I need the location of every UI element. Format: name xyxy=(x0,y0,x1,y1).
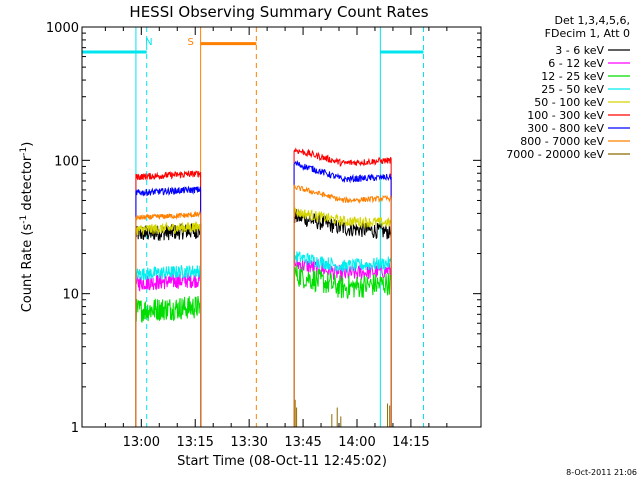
legend-header-line-2: FDecim 1, Att 0 xyxy=(545,27,630,40)
series-line-800-7000keV xyxy=(135,210,202,221)
x-tick-label: 14:00 xyxy=(338,435,375,450)
series-line-12-25keV xyxy=(135,296,202,323)
series-line-50-100keV xyxy=(135,221,202,236)
legend-label: 25 - 50 keV xyxy=(541,83,604,96)
y-axis: 1 10 100 1000 xyxy=(46,21,481,436)
x-axis: 13:00 13:15 13:30 13:45 14:00 14:15 xyxy=(104,27,448,450)
x-tick-label: 13:00 xyxy=(123,435,160,450)
y-tick-label: 1 xyxy=(71,421,79,436)
series-line-800-7000keV xyxy=(293,184,392,204)
series-line-100-300keV xyxy=(135,170,202,181)
x-tick-label: 13:45 xyxy=(284,435,321,450)
chart-title: HESSI Observing Summary Count Rates xyxy=(129,3,428,21)
series-line-6-12keV xyxy=(293,256,392,282)
marker-label-N: N xyxy=(145,37,152,48)
series-line-100-300keV xyxy=(293,147,392,168)
y-axis-label: Count Rate (s-1 detector-1) xyxy=(19,142,35,313)
series-line-25-50keV xyxy=(135,265,202,281)
x-tick-label: 14:15 xyxy=(392,435,429,450)
y-tick-label: 10 xyxy=(62,288,79,303)
series-line-25-50keV xyxy=(293,250,392,273)
legend-label: 800 - 7000 keV xyxy=(520,135,604,148)
legend-label: 50 - 100 keV xyxy=(534,96,604,109)
series-line-300-800keV xyxy=(135,185,202,197)
legend-label: 3 - 6 keV xyxy=(555,44,604,57)
x-tick-label: 13:30 xyxy=(230,435,267,450)
y-tick-label: 100 xyxy=(54,154,79,169)
series-line-12-25keV xyxy=(293,264,392,299)
legend-label: 100 - 300 keV xyxy=(527,109,604,122)
legend-label: 6 - 12 keV xyxy=(548,57,604,70)
legend-label: 12 - 25 keV xyxy=(541,70,604,83)
render-timestamp: 8-Oct-2011 21:06 xyxy=(566,468,637,477)
series-line-6-12keV xyxy=(135,272,202,292)
legend-label: 300 - 800 keV xyxy=(527,122,604,135)
marker-label-S: S xyxy=(187,37,193,48)
y-tick-label: 1000 xyxy=(46,21,79,36)
series-line-300-800keV xyxy=(293,159,392,184)
x-tick-label: 13:15 xyxy=(176,435,213,450)
legend-label: 7000 - 20000 keV xyxy=(506,148,604,161)
series-line-50-100keV xyxy=(293,206,392,229)
legend: Det 1,3,4,5,6, FDecim 1, Att 0 3 - 6 keV… xyxy=(506,14,630,161)
plot-frame xyxy=(81,26,482,428)
x-axis-label: Start Time (08-Oct-11 12:45:02) xyxy=(177,454,387,469)
legend-header-line-1: Det 1,3,4,5,6, xyxy=(554,14,630,27)
